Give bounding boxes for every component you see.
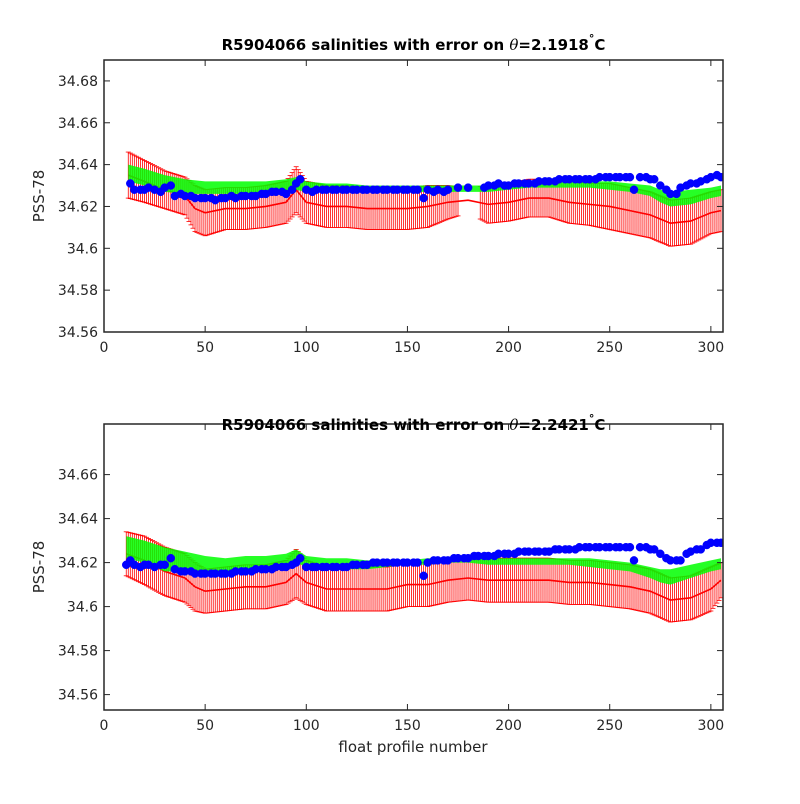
theta-value: =2.1918 [518,36,588,54]
x-tick-label: 250 [596,340,623,356]
float-salinity-point [649,175,659,184]
float-salinity-point [419,193,428,203]
y-tick-label: 34.64 [58,512,98,528]
y-tick-label: 34.58 [58,644,98,660]
axes-frame [103,59,724,333]
x-tick-label: 250 [596,718,623,734]
float-salinity-point [696,545,705,554]
float-salinity-point [716,538,723,548]
y-axis-label: PSS-78 [30,170,48,223]
y-tick-label: 34.68 [58,74,98,90]
y-tick-label: 34.6 [67,241,98,257]
mapped-salinity-line [127,174,722,225]
y-axis-label: PSS-78 [30,541,48,594]
degree-symbol: ° [589,32,595,45]
x-tick-label: 150 [394,340,421,356]
float-salinity-point [649,545,659,554]
float-salinity-point [443,185,453,194]
chart-panel-2: 0 50 100 150 200 250 300 34.56 34.58 34.6 34.62 34.… [30,412,724,734]
float-salinity-point [413,185,422,194]
float-salinity-point [126,179,135,188]
y-tick-label: 34.66 [58,468,98,484]
axes-frame [103,423,724,711]
theta-symbol: θ [509,416,518,434]
float-salinity-point [629,556,639,565]
float-salinity-point [672,189,681,199]
x-tick-label: 300 [697,718,724,734]
float-salinity-point [463,183,473,192]
float-salinity-point [453,183,463,192]
y-tick-label: 34.56 [58,325,98,341]
x-tick-label: 300 [697,340,724,356]
float-salinity-series [126,170,723,205]
x-axis-label: float profile number [338,738,488,756]
chart-title: R5904066 salinities with error on θ=2.19… [222,32,606,54]
x-tick-label: 0 [100,340,109,356]
chart-panel-1: 0 50 100 150 200 250 300 34.56 34.58 34.6 34.62 34.… [30,32,724,356]
y-tick-label: 34.56 [58,688,98,704]
theta-value: =2.2421 [518,416,588,434]
x-tick-label: 150 [394,718,421,734]
float-salinity-point [419,571,428,581]
plot-area [122,531,723,623]
float-salinity-point [166,553,176,563]
chart-title-prefix: R5904066 salinities with error on [222,416,510,434]
y-tick-label: 34.66 [58,116,98,132]
float-salinity-point [281,189,291,199]
degree-symbol: ° [589,412,595,425]
mapped-salinity-band [126,536,721,585]
float-salinity-point [166,181,176,190]
y-tick-label: 34.58 [58,283,98,299]
mapped-salinity-band [128,164,721,207]
x-tick-label: 50 [196,718,214,734]
float-salinity-point [656,181,665,190]
float-salinity-point [625,542,635,552]
float-salinity-point [295,175,305,184]
x-tick-label: 200 [495,718,522,734]
y-tick-label: 34.64 [58,158,98,174]
temperature-unit: C [594,416,605,434]
chart-title: R5904066 salinities with error on θ=2.24… [222,412,606,434]
float-salinity-point [625,172,635,182]
x-tick-label: 200 [495,340,522,356]
x-tick-label: 100 [293,340,320,356]
mapped-salinity-line [125,553,722,601]
chart-title-prefix: R5904066 salinities with error on [222,36,510,54]
float-salinity-point [656,549,665,559]
float-salinity-point [716,172,723,182]
y-tick-label: 34.6 [67,600,98,616]
float-salinity-point [295,553,305,563]
y-tick-label: 34.62 [58,199,98,215]
theta-symbol: θ [509,36,518,54]
float-salinity-point [413,558,422,567]
x-tick-label: 100 [293,718,320,734]
x-tick-label: 0 [100,718,109,734]
x-tick-label: 50 [196,340,214,356]
plot-area [125,151,723,247]
temperature-unit: C [594,36,605,54]
float-salinity-point [629,185,639,194]
float-salinity-point [676,556,685,565]
y-tick-label: 34.62 [58,556,98,572]
float-salinity-series [122,538,723,581]
float-salinity-point [160,560,169,570]
float-salinity-point [287,185,297,194]
